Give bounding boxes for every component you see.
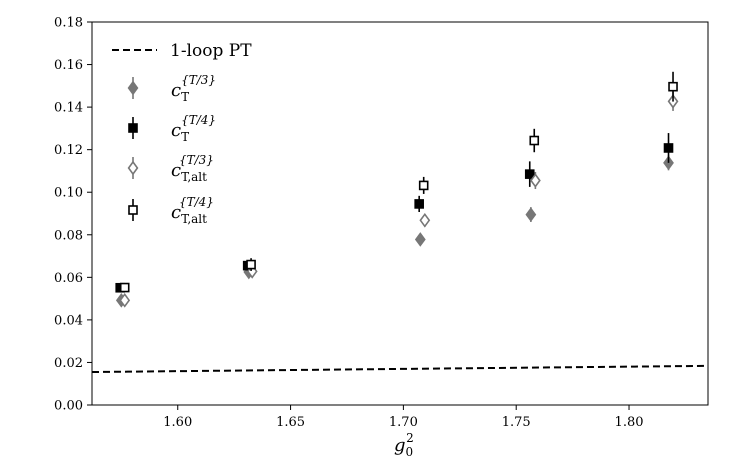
legend-label-series-3: cT,alt {T/4}: [171, 195, 214, 226]
diamond-marker: [119, 292, 131, 308]
square-marker: [128, 123, 138, 133]
square-marker: [414, 199, 424, 209]
x-axis-label: g02: [394, 431, 414, 459]
legend-base: c: [171, 80, 181, 101]
legend-base: c: [171, 202, 181, 223]
diamond-marker: [419, 212, 431, 228]
legend-sub: T: [181, 130, 189, 144]
y-tick-label: 0.14: [54, 101, 83, 116]
y-tick-label: 0.02: [54, 356, 83, 371]
x-tick-label: 1.80: [615, 415, 644, 430]
y-tick-label: 0.10: [54, 186, 83, 201]
y-tick-label: 0.12: [54, 143, 83, 158]
series-layer: [91, 71, 709, 374]
square-marker: [668, 81, 678, 92]
legend-sub: T,alt: [181, 212, 207, 226]
y-tick-label: 0.18: [54, 16, 83, 31]
legend-label-series-0: cT {T/3}: [171, 73, 216, 104]
y-tick-label: 0.08: [54, 228, 83, 243]
square-marker: [119, 282, 130, 293]
legend-label-series-1: cT {T/4}: [171, 113, 216, 144]
x-axis-label-sub: 0: [406, 445, 414, 459]
legend-sub: T: [181, 90, 189, 104]
pt-line: [91, 364, 709, 374]
legend-sup: {T/4}: [179, 195, 214, 209]
y-tick-label: 0.00: [54, 399, 83, 414]
x-axis-label-base: g: [394, 435, 406, 456]
plot-frame: [91, 21, 709, 406]
diamond-marker: [414, 232, 426, 247]
axes: 1.60 1.65 1.70 1.75 1.80 0.00 0.02 0.04 0.06 0.08…: [54, 16, 709, 459]
y-tick-label: 0.16: [54, 58, 83, 73]
legend-label-series-2: cT,alt {T/3}: [171, 153, 214, 184]
x-tick-label: 1.60: [163, 415, 192, 430]
legend-sup: {T/4}: [181, 113, 216, 127]
x-axis-label-sup: 2: [406, 431, 414, 445]
legend-sup: {T/3}: [181, 73, 216, 87]
y-tick-label: 0.04: [54, 313, 83, 328]
y-tick-label: 0.06: [54, 271, 83, 286]
legend: 1-loop PTcT{T/3}cT{T/4}cT,alt{T/3}cT,alt…: [112, 41, 252, 226]
x-tick-label: 1.70: [389, 415, 418, 430]
diamond-marker: [529, 173, 541, 188]
square-marker: [246, 259, 256, 270]
legend-base: c: [171, 160, 181, 181]
legend-base: c: [171, 120, 181, 141]
square-marker: [524, 169, 535, 179]
square-marker: [418, 180, 429, 191]
diamond-marker: [127, 80, 139, 96]
legend-sub: T,alt: [181, 170, 207, 184]
x-tick-label: 1.75: [502, 415, 531, 430]
legend-sup: {T/3}: [179, 153, 214, 167]
legend-label-pt: 1-loop PT: [170, 41, 252, 61]
square-marker: [529, 135, 540, 146]
diamond-marker: [127, 160, 139, 176]
square-marker: [663, 143, 674, 153]
x-tick-label: 1.65: [276, 415, 305, 430]
diamond-marker: [525, 207, 537, 222]
series-3: [119, 71, 678, 293]
square-marker: [128, 205, 138, 215]
